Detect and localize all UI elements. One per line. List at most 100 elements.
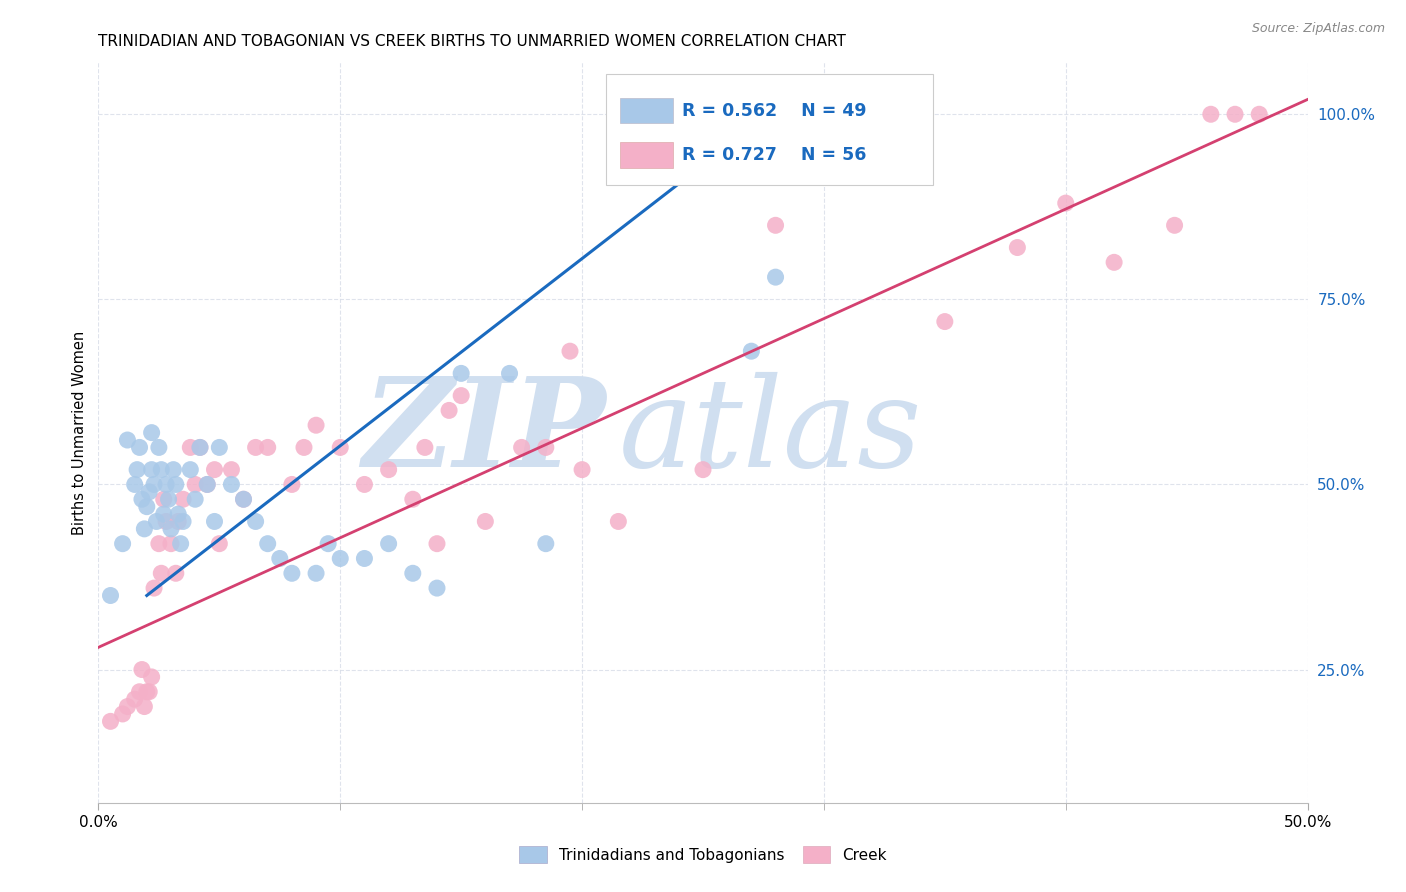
- Point: [208, 537, 231, 551]
- Text: TRINIDADIAN AND TOBAGONIAN VS CREEK BIRTHS TO UNMARRIED WOMEN CORRELATION CHART: TRINIDADIAN AND TOBAGONIAN VS CREEK BIRT…: [98, 34, 846, 49]
- Point: [692, 462, 714, 476]
- Point: [1163, 219, 1185, 233]
- Text: R = 0.727    N = 56: R = 0.727 N = 56: [682, 146, 868, 164]
- Point: [765, 219, 787, 233]
- Point: [157, 492, 180, 507]
- Point: [558, 344, 581, 359]
- Point: [165, 566, 187, 581]
- Point: [111, 537, 134, 551]
- Point: [152, 492, 174, 507]
- Point: [934, 315, 956, 329]
- Point: [245, 441, 267, 455]
- Point: [245, 515, 267, 529]
- Point: [141, 670, 163, 684]
- Point: [179, 441, 201, 455]
- Point: [329, 551, 352, 566]
- Point: [292, 441, 315, 455]
- Point: [141, 425, 163, 440]
- Point: [148, 441, 170, 455]
- Point: [1054, 196, 1077, 211]
- Point: [148, 537, 170, 551]
- Point: [195, 477, 218, 491]
- Point: [377, 462, 399, 476]
- Point: [534, 441, 557, 455]
- Point: [426, 537, 449, 551]
- Point: [124, 692, 146, 706]
- Point: [204, 515, 226, 529]
- FancyBboxPatch shape: [620, 143, 672, 168]
- Point: [188, 441, 211, 455]
- Point: [195, 477, 218, 491]
- Point: [100, 714, 122, 729]
- Point: [426, 581, 449, 595]
- Point: [450, 389, 472, 403]
- Point: [571, 462, 593, 476]
- Point: [437, 403, 460, 417]
- Point: [1249, 107, 1271, 121]
- Point: [150, 462, 173, 476]
- Point: [402, 492, 425, 507]
- Point: [117, 699, 139, 714]
- Point: [498, 367, 520, 381]
- Point: [138, 685, 160, 699]
- Point: [353, 551, 375, 566]
- Point: [221, 477, 243, 491]
- Point: [534, 537, 557, 551]
- Point: [111, 706, 134, 721]
- Point: [143, 581, 166, 595]
- Point: [377, 537, 399, 551]
- Point: [281, 477, 304, 491]
- Point: [765, 270, 787, 285]
- Text: atlas: atlas: [619, 372, 922, 493]
- Y-axis label: Births to Unmarried Women: Births to Unmarried Women: [72, 331, 87, 534]
- Point: [165, 477, 187, 491]
- Point: [131, 663, 153, 677]
- Point: [208, 441, 231, 455]
- Point: [135, 685, 157, 699]
- Point: [131, 492, 153, 507]
- Point: [1007, 240, 1029, 255]
- Point: [256, 441, 278, 455]
- Point: [134, 522, 156, 536]
- Point: [117, 433, 139, 447]
- Point: [167, 507, 190, 521]
- Point: [169, 537, 191, 551]
- Point: [1199, 107, 1222, 121]
- Point: [316, 537, 339, 551]
- Legend: Trinidadians and Tobagonians, Creek: Trinidadians and Tobagonians, Creek: [513, 840, 893, 869]
- Point: [128, 685, 150, 699]
- Point: [150, 566, 173, 581]
- Point: [281, 566, 304, 581]
- Point: [155, 477, 177, 491]
- Point: [155, 515, 177, 529]
- Point: [329, 441, 352, 455]
- Point: [413, 441, 436, 455]
- Point: [305, 566, 328, 581]
- Point: [1102, 255, 1125, 269]
- Point: [143, 477, 166, 491]
- Point: [152, 507, 174, 521]
- Point: [305, 418, 328, 433]
- Point: [740, 344, 762, 359]
- Point: [474, 515, 496, 529]
- Text: Source: ZipAtlas.com: Source: ZipAtlas.com: [1251, 22, 1385, 36]
- Point: [127, 462, 149, 476]
- Point: [128, 441, 150, 455]
- Point: [160, 522, 183, 536]
- Point: [269, 551, 291, 566]
- Point: [1223, 107, 1246, 121]
- Point: [510, 441, 533, 455]
- Point: [232, 492, 254, 507]
- Point: [167, 515, 190, 529]
- Point: [204, 462, 226, 476]
- Point: [179, 462, 201, 476]
- Point: [134, 699, 156, 714]
- Text: R = 0.562    N = 49: R = 0.562 N = 49: [682, 102, 868, 120]
- Point: [172, 492, 194, 507]
- Point: [141, 462, 163, 476]
- Point: [353, 477, 375, 491]
- FancyBboxPatch shape: [620, 98, 672, 123]
- Point: [221, 462, 243, 476]
- Point: [160, 537, 183, 551]
- FancyBboxPatch shape: [606, 73, 932, 185]
